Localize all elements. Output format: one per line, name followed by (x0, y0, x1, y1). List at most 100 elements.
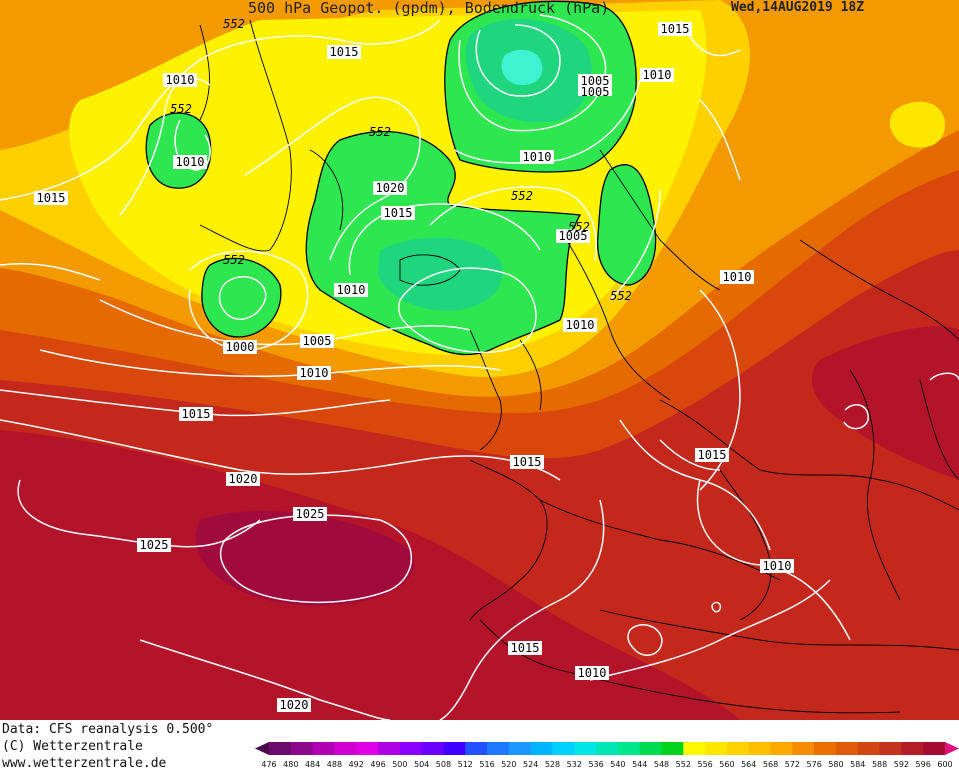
svg-text:1010: 1010 (643, 68, 672, 82)
svg-text:1015: 1015 (511, 641, 540, 655)
isobars (0, 14, 959, 720)
fill-548-b (378, 237, 503, 311)
legend-swatch (290, 742, 314, 755)
svg-text:1010: 1010 (176, 155, 205, 169)
isobar-label: 1020 (373, 181, 407, 195)
legend-tick-label: 564 (741, 760, 756, 769)
legend-tick-label: 492 (349, 760, 364, 769)
legend-swatch (617, 742, 641, 755)
svg-text:1015: 1015 (37, 191, 66, 205)
legend-tick-label: 528 (545, 760, 560, 769)
legend-swatch (378, 742, 401, 755)
isobar-labels: 1015 1010 1005 1005 1010 1010 1015 1010 … (34, 22, 794, 712)
legend-swatch (748, 742, 772, 755)
svg-text:1005: 1005 (559, 229, 588, 243)
legend-tick-label: 536 (588, 760, 603, 769)
legend-swatch (269, 742, 292, 755)
legend-tick-label: 516 (479, 760, 494, 769)
svg-text:1005: 1005 (303, 334, 332, 348)
svg-text:1015: 1015 (698, 448, 727, 462)
svg-text:1005: 1005 (581, 74, 610, 88)
legend-tick-label: 508 (436, 760, 451, 769)
weather-map: 1015 1010 1005 1005 1010 1010 1015 1010 … (0, 0, 959, 720)
legend-swatch (923, 742, 946, 755)
legend-swatch (770, 742, 793, 755)
isobar-label: 1010 (297, 366, 331, 380)
svg-text:552: 552 (610, 289, 632, 303)
isobar-label: 1010 (575, 666, 609, 680)
legend-tick-label: 504 (414, 760, 429, 769)
isobar-label: 1015 (34, 191, 68, 205)
isobar-label: 1010 (563, 318, 597, 332)
legend-tick-label: 552 (676, 760, 691, 769)
legend-swatch (814, 742, 837, 755)
isobar-label: 1015 (695, 448, 729, 462)
svg-text:1015: 1015 (182, 407, 211, 421)
svg-text:1020: 1020 (376, 181, 405, 195)
svg-text:552: 552 (568, 220, 590, 234)
svg-text:1015: 1015 (513, 455, 542, 469)
isobar-label: 1010 (520, 150, 554, 164)
isobar-small-ring (711, 601, 722, 613)
legend-swatch (574, 742, 597, 755)
svg-text:552: 552 (223, 253, 245, 267)
legend-swatch (465, 742, 488, 755)
valid-datetime: Wed,14AUG2019 18Z (731, 0, 865, 15)
legend-tick-label: 584 (850, 760, 865, 769)
isobar-label: 1005 (300, 334, 334, 348)
svg-text:1020: 1020 (280, 698, 309, 712)
legend-swatch (399, 742, 423, 755)
isobar-label: 1010 (640, 68, 674, 82)
svg-text:1010: 1010 (166, 73, 195, 87)
legend-tick-label: 572 (785, 760, 800, 769)
isobar-label: 1000 (223, 340, 257, 354)
svg-text:552: 552 (511, 189, 533, 203)
isobar-label: 1015 (508, 641, 542, 655)
isobar-label: 1010 (760, 559, 794, 573)
legend-tick-label: 548 (654, 760, 669, 769)
legend-tick-label: 556 (697, 760, 712, 769)
svg-text:552: 552 (369, 125, 391, 139)
legend-tick-label: 484 (305, 760, 320, 769)
fill-592-east (811, 326, 959, 480)
geopotential-labels: 552 552 552 552 552 552 552 (170, 17, 632, 303)
svg-text:1005: 1005 (581, 85, 610, 99)
svg-text:552: 552 (223, 17, 245, 31)
legend-swatch (879, 742, 902, 755)
isobar-label: 1015 (658, 22, 692, 36)
legend-tick-label: 596 (916, 760, 931, 769)
legend-tick-label: 568 (763, 760, 778, 769)
legend-tick-label: 540 (610, 760, 625, 769)
fill-552-atl (201, 257, 282, 338)
legend-tick-label: 560 (719, 760, 734, 769)
legend-swatch (639, 742, 663, 755)
legend-tick-label: 512 (458, 760, 473, 769)
svg-text:1015: 1015 (384, 206, 413, 220)
isobar-label: 1025 (137, 538, 171, 552)
svg-text:1010: 1010 (566, 318, 595, 332)
legend-swatch (487, 742, 510, 755)
svg-text:1015: 1015 (330, 45, 359, 59)
legend-tick-label: 592 (894, 760, 909, 769)
svg-text:1010: 1010 (523, 150, 552, 164)
legend-swatch (552, 742, 575, 755)
legend-arrow-low (255, 742, 269, 755)
legend-arrow-high (945, 742, 959, 755)
isobar-label: 1010 (334, 283, 368, 297)
fill-564 (889, 101, 945, 148)
legend-swatch (508, 742, 532, 755)
legend-tick-label: 500 (392, 760, 407, 769)
data-source-text: Data: CFS reanalysis 0.500° (2, 722, 214, 737)
svg-text:1010: 1010 (337, 283, 366, 297)
website-text: www.wetterzentrale.de (2, 756, 167, 771)
legend-tick-label: 524 (523, 760, 538, 769)
isobar-label: 1005 (578, 85, 612, 99)
fill-544 (501, 49, 543, 86)
legend-swatch (835, 742, 859, 755)
svg-text:1025: 1025 (296, 507, 325, 521)
isobar-label: 1015 (381, 206, 415, 220)
legend-swatch (901, 742, 924, 755)
svg-text:1025: 1025 (140, 538, 169, 552)
legend-tick-label: 600 (937, 760, 952, 769)
isobar-label: 1010 (173, 155, 207, 169)
